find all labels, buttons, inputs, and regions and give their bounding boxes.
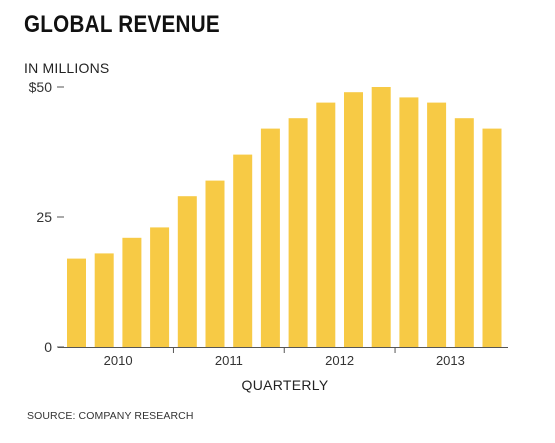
bar-q1 <box>67 258 86 347</box>
bar-q13 <box>399 97 419 348</box>
bar-chart: 0 25 $50 2010 2011 2012 2013 QUARTERLY <box>29 79 508 393</box>
bar-q3 <box>122 237 142 347</box>
bar-q11 <box>344 92 363 347</box>
chart-title: GLOBAL REVENUE <box>24 11 220 38</box>
bar-q8 <box>260 128 280 347</box>
bar-q7 <box>233 154 253 347</box>
bar-q12 <box>371 87 391 347</box>
x-tick-label-2012: 2012 <box>325 353 354 368</box>
bar-q2 <box>94 253 114 347</box>
bar-q5 <box>177 196 197 347</box>
bar-q9 <box>288 118 308 347</box>
y-tick-label-1: 25 <box>36 209 52 225</box>
x-tick-label-2013: 2013 <box>436 353 465 368</box>
bar-q4 <box>150 227 170 347</box>
bars-group <box>67 87 502 348</box>
bar-q15 <box>454 118 474 347</box>
bar-q6 <box>205 180 225 347</box>
x-tick-label-2010: 2010 <box>104 353 133 368</box>
chart-subtitle: IN MILLIONS <box>24 60 110 76</box>
x-tick-label-2011: 2011 <box>215 353 243 368</box>
axes-group: 0 25 $50 2010 2011 2012 2013 QUARTERLY <box>29 79 508 393</box>
chart-source: SOURCE: COMPANY RESEARCH <box>27 410 194 422</box>
bar-q14 <box>427 102 447 347</box>
y-tick-label-2: $50 <box>29 79 53 95</box>
y-tick-label-0: 0 <box>44 339 52 355</box>
bar-q16 <box>482 128 502 347</box>
x-axis-title: QUARTERLY <box>242 377 329 393</box>
bar-q10 <box>316 102 336 347</box>
